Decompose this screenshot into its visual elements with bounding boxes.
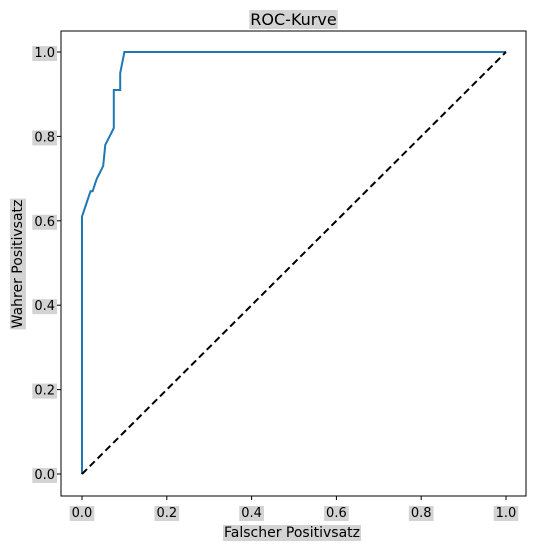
x-tick-label: 0.0 [72,506,93,521]
y-tick-label: 0.6 [34,215,55,230]
y-axis-ticks: 0.0 0.2 0.4 0.6 0.8 1.0 [32,46,61,483]
y-tick-label-background [32,130,57,146]
series-layer [81,51,507,475]
x-axis-label: Falscher Positivsatz [224,525,360,541]
y-tick-label: 0.2 [34,384,55,399]
plot-area-frame [60,30,527,497]
x-tick-label-background [69,506,95,521]
x-tick-label: 0.8 [411,506,432,521]
x-tick-label: 0.2 [156,506,177,521]
chart-title: ROC-Kurve [250,10,336,29]
x-tick-label-background [408,506,434,521]
y-tick-label-background [32,46,57,61]
y-tick-label-background [32,214,57,230]
y-tick-label: 0.4 [34,299,55,314]
y-tick-label: 0.0 [34,468,55,483]
x-tick-label-background [239,506,264,521]
x-tick-label-background [493,506,519,521]
y-tick-label-background [32,383,57,399]
x-tick-label: 0.4 [241,506,262,521]
x-tick-label: 1.0 [496,506,517,521]
y-tick-label: 1.0 [34,46,55,61]
y-tick-label-background [32,299,57,315]
x-tick-label: 0.6 [326,506,347,521]
x-tick-label-background [154,506,180,521]
diagonal-reference-line [81,51,507,475]
y-tick-label: 0.8 [34,130,55,145]
y-axis-label-background [10,198,26,330]
roc-curve-line [81,51,506,474]
y-tick-label-background [32,468,57,483]
x-tick-label-background [324,506,349,521]
title-background [249,10,338,29]
x-axis-label-background [223,525,361,541]
y-axis-label: Wahrer Positivsatz [10,200,26,329]
x-axis-ticks: 0.0 0.2 0.4 0.6 0.8 1.0 [69,496,519,521]
